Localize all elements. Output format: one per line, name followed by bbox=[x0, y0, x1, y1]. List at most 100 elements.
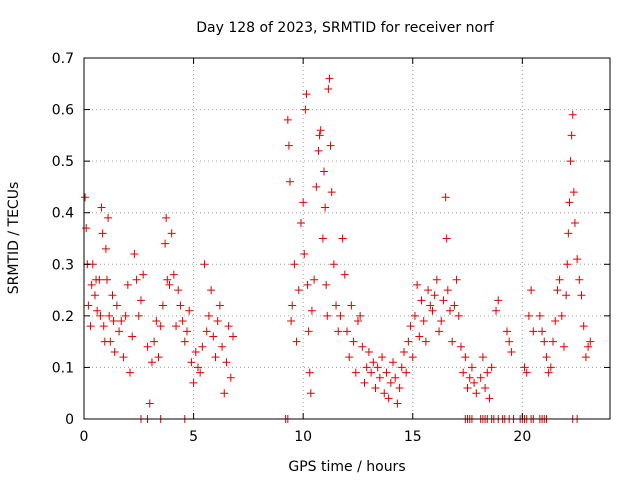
data-point bbox=[338, 234, 347, 243]
data-point bbox=[134, 311, 143, 320]
data-point bbox=[542, 353, 551, 362]
data-point bbox=[487, 363, 496, 372]
data-point bbox=[222, 358, 231, 367]
data-point bbox=[150, 337, 159, 346]
data-point bbox=[90, 291, 99, 300]
data-point bbox=[476, 373, 485, 382]
data-point bbox=[213, 317, 222, 326]
data-point bbox=[115, 327, 124, 336]
x-tick-label: 20 bbox=[513, 429, 531, 445]
data-point bbox=[314, 146, 323, 155]
data-point bbox=[426, 301, 435, 310]
data-point bbox=[307, 306, 316, 315]
data-point bbox=[579, 322, 588, 331]
data-point bbox=[98, 229, 107, 238]
data-point bbox=[470, 378, 479, 387]
data-point bbox=[577, 291, 586, 300]
data-point bbox=[119, 353, 128, 362]
y-tick-label: 0.6 bbox=[52, 103, 74, 119]
data-point bbox=[108, 291, 117, 300]
data-point bbox=[546, 363, 555, 372]
data-point bbox=[389, 358, 398, 367]
plot-frame bbox=[83, 57, 611, 420]
y-axis-label: SRMTID / TECUs bbox=[6, 182, 22, 295]
data-point bbox=[167, 229, 176, 238]
data-point bbox=[419, 317, 428, 326]
data-point bbox=[202, 327, 211, 336]
data-point bbox=[443, 286, 452, 295]
data-point bbox=[296, 219, 305, 228]
data-point bbox=[154, 353, 163, 362]
data-point bbox=[540, 337, 549, 346]
data-point bbox=[97, 203, 106, 212]
data-point bbox=[136, 296, 145, 305]
data-point bbox=[524, 311, 533, 320]
data-point bbox=[315, 131, 324, 140]
x-tick-label: 10 bbox=[294, 429, 312, 445]
data-point bbox=[87, 280, 96, 289]
data-point bbox=[95, 275, 104, 284]
data-point bbox=[88, 260, 97, 269]
data-point bbox=[207, 286, 216, 295]
data-point bbox=[316, 126, 325, 135]
data-point bbox=[178, 317, 187, 326]
data-point bbox=[448, 337, 457, 346]
data-point bbox=[324, 84, 333, 93]
data-point bbox=[485, 394, 494, 403]
data-point bbox=[347, 301, 356, 310]
data-point bbox=[439, 296, 448, 305]
data-point bbox=[96, 311, 105, 320]
data-point bbox=[356, 311, 365, 320]
data-point bbox=[584, 342, 593, 351]
data-point bbox=[538, 327, 547, 336]
data-point bbox=[290, 260, 299, 269]
data-point bbox=[105, 311, 114, 320]
x-tick-label: 0 bbox=[80, 429, 89, 445]
data-point bbox=[349, 337, 358, 346]
data-point bbox=[446, 306, 455, 315]
data-point bbox=[196, 368, 205, 377]
data-point bbox=[380, 389, 389, 398]
data-point bbox=[351, 368, 360, 377]
data-point bbox=[128, 332, 137, 341]
data-point bbox=[226, 373, 235, 382]
data-point bbox=[299, 198, 308, 207]
data-point bbox=[319, 167, 328, 176]
data-point bbox=[322, 280, 331, 289]
data-point bbox=[103, 275, 112, 284]
data-point bbox=[553, 286, 562, 295]
data-point bbox=[286, 177, 295, 186]
data-point bbox=[421, 337, 430, 346]
data-point bbox=[441, 193, 450, 202]
data-point bbox=[224, 322, 233, 331]
data-point bbox=[549, 337, 558, 346]
data-point bbox=[353, 317, 362, 326]
data-point bbox=[569, 188, 578, 197]
data-point bbox=[393, 399, 402, 408]
data-point bbox=[437, 317, 446, 326]
data-point bbox=[581, 353, 590, 362]
data-point bbox=[204, 311, 213, 320]
data-point bbox=[176, 301, 185, 310]
data-point bbox=[463, 384, 472, 393]
data-point bbox=[575, 275, 584, 284]
data-point bbox=[369, 358, 378, 367]
data-point bbox=[520, 363, 529, 372]
data-point bbox=[529, 327, 538, 336]
data-point bbox=[454, 311, 463, 320]
data-point bbox=[378, 353, 387, 362]
data-point bbox=[362, 363, 371, 372]
data-point bbox=[300, 249, 309, 258]
data-point bbox=[551, 317, 560, 326]
chart-title: Day 128 of 2023, SRMTID for receiver nor… bbox=[196, 20, 495, 36]
data-point bbox=[106, 337, 115, 346]
data-point bbox=[180, 337, 189, 346]
data-point bbox=[161, 239, 170, 248]
data-point bbox=[139, 270, 148, 279]
data-point bbox=[505, 337, 514, 346]
data-point bbox=[323, 311, 332, 320]
data-point bbox=[321, 203, 330, 212]
data-point bbox=[535, 311, 544, 320]
data-point bbox=[130, 249, 139, 258]
data-point bbox=[191, 347, 200, 356]
